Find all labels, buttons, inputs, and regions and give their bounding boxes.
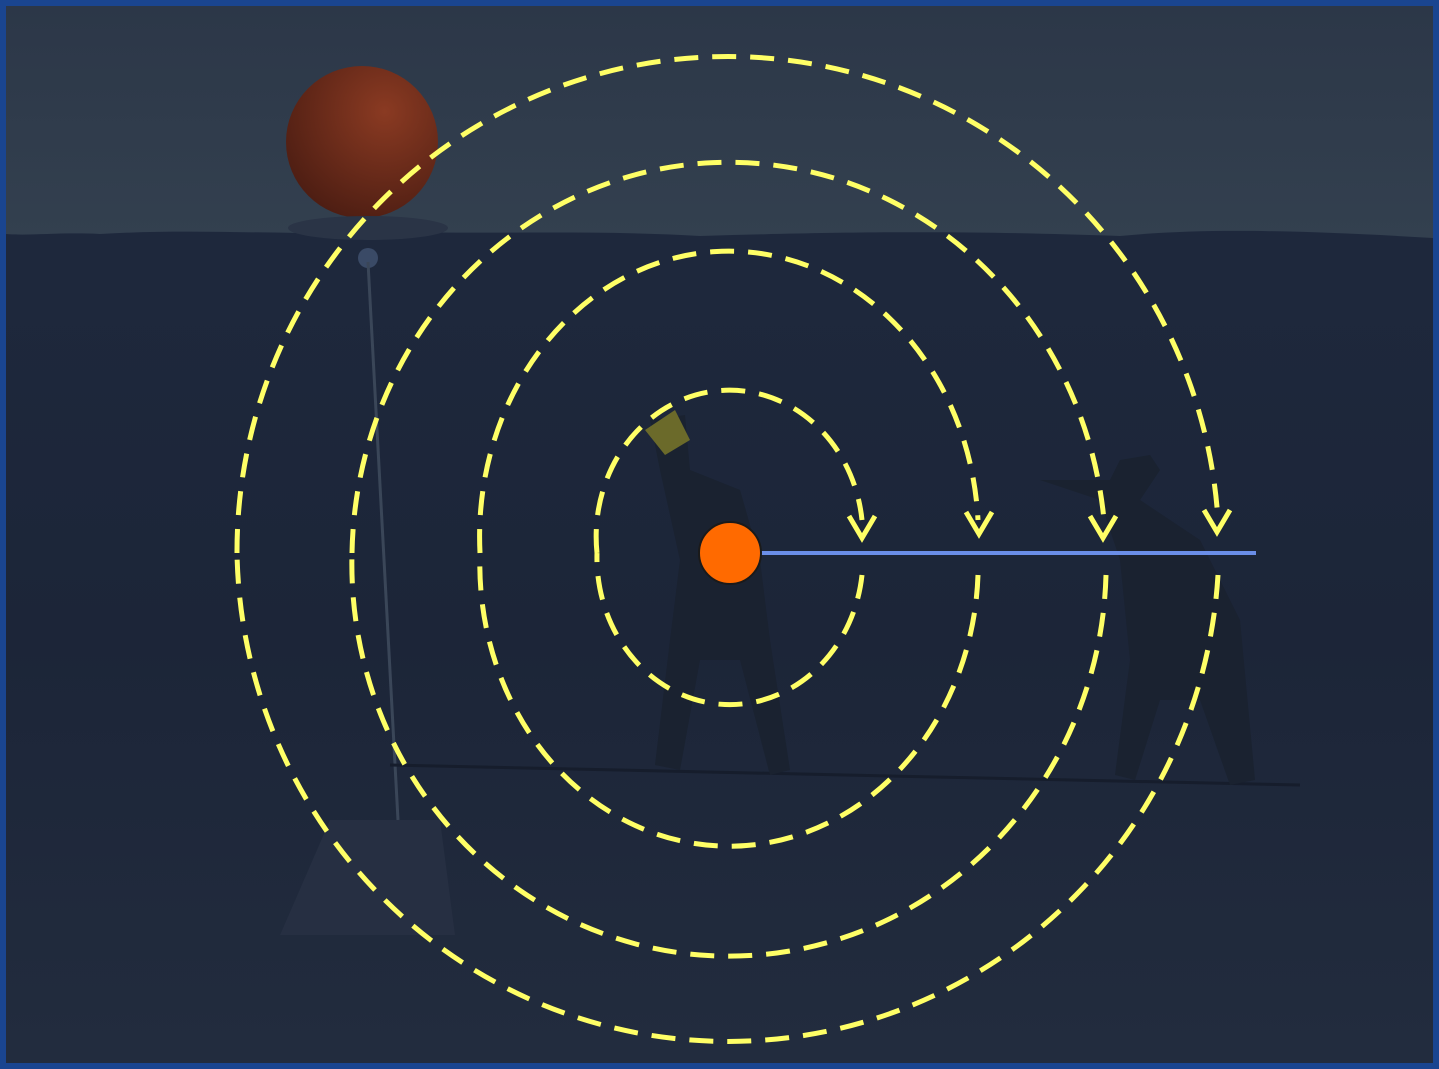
start-point xyxy=(698,521,762,585)
search-arc xyxy=(477,552,981,849)
seabed-line xyxy=(389,763,1301,787)
anchor-weight xyxy=(280,820,455,935)
search-arc xyxy=(349,159,1107,554)
search-arc xyxy=(594,552,865,708)
arrowhead xyxy=(1087,514,1119,543)
diver-left xyxy=(645,410,790,775)
arrowhead xyxy=(1201,508,1233,537)
diver-right xyxy=(1040,455,1255,785)
search-arc xyxy=(477,248,981,554)
search-arc xyxy=(349,552,1109,959)
search-arc xyxy=(234,54,1221,554)
buoy xyxy=(286,66,438,218)
buoy-line xyxy=(366,261,400,821)
buoy-ripple xyxy=(288,216,448,240)
buoy-clip xyxy=(358,248,378,268)
arrowhead xyxy=(963,510,995,539)
arrowhead xyxy=(846,514,878,543)
water-surface xyxy=(6,6,1433,238)
search-arc xyxy=(234,552,1221,1044)
